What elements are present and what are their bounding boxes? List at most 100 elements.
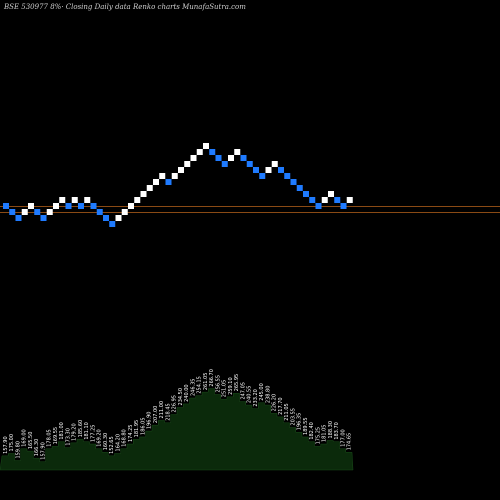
price-label: 165.50 [28,432,34,450]
price-label: 173.30 [66,428,72,446]
price-label: 188.30 [328,421,334,439]
up-brick [146,185,153,191]
down-brick [340,203,347,209]
up-brick [228,155,234,161]
volume-area-path [0,388,354,471]
down-brick [296,185,303,191]
price-label: 196.90 [147,412,153,430]
up-brick [84,197,91,203]
up-brick [46,209,53,215]
up-brick [115,215,122,221]
price-label: 233.20 [253,389,259,407]
up-brick [203,143,209,149]
price-label: 265.95 [234,374,240,392]
price-label: 175.25 [316,427,322,445]
up-brick [265,167,272,173]
price-label: 254.15 [197,376,203,394]
down-brick [253,167,259,173]
price-label: 178.05 [47,429,53,447]
price-label: 157.90 [41,442,47,460]
chart-title: BSE 530977 8%· Closing Daily data Renko … [4,3,246,11]
price-label: 174.65 [347,433,353,451]
price-label: 186.05 [141,417,147,435]
price-label: 181.95 [134,420,140,438]
price-label: 226.95 [172,395,178,413]
up-brick [346,197,353,203]
reference-lines [0,206,500,213]
price-label: 174.25 [128,425,134,443]
price-label: 175.00 [9,434,15,452]
up-brick [128,203,134,209]
up-brick [71,197,78,203]
up-brick [328,191,334,197]
price-label: 203.55 [291,408,297,426]
price-label: 183.70 [334,422,340,440]
price-label: 152.65 [109,436,115,454]
price-label: 256.55 [216,375,222,393]
price-label: 181.00 [59,422,65,440]
down-brick [165,179,172,185]
up-brick [21,209,28,215]
price-label: 259.10 [228,377,234,395]
up-brick [234,149,241,155]
up-brick [53,203,59,209]
down-brick [3,203,9,209]
up-brick [159,173,166,179]
down-brick [78,203,84,209]
price-label: 169.55 [53,427,59,445]
up-brick [28,203,34,209]
down-brick [315,203,322,209]
price-label: 240.55 [247,386,253,404]
down-brick [15,215,22,221]
up-brick [321,197,328,203]
down-brick [259,173,266,179]
price-label: 179.20 [72,423,78,441]
price-label: 226.20 [272,394,278,412]
up-brick [178,167,184,173]
up-brick [171,173,178,179]
price-label: 251.05 [222,380,228,398]
price-label: 246.35 [191,379,197,397]
down-brick [65,203,72,209]
price-label: 234.50 [178,388,184,406]
price-label: 168.80 [122,429,128,447]
down-brick [9,209,16,215]
price-label: 245.00 [259,383,265,401]
up-brick [271,161,278,167]
down-brick [334,197,341,203]
price-label: 181.05 [322,425,328,443]
down-brick [209,149,216,155]
price-label: 196.35 [297,413,303,431]
price-label: 185.60 [78,420,84,438]
price-label: 182.40 [309,422,315,440]
down-brick [103,215,109,221]
price-label: 261.05 [203,373,209,391]
price-label: 169.20 [97,429,103,447]
price-label: 218.45 [166,403,172,421]
down-brick [40,215,47,221]
up-brick [121,209,128,215]
price-label: 164.20 [116,434,122,452]
price-label: 211.00 [159,401,165,419]
price-label: 217.70 [278,397,284,415]
price-label: 266.70 [209,369,215,387]
down-brick [34,209,41,215]
price-label: 177.00 [341,429,347,447]
price-label: 189.55 [303,417,309,435]
up-brick [190,155,197,161]
volume-area [0,388,354,471]
price-label: 177.25 [91,425,97,443]
down-brick [246,161,253,167]
down-brick [90,203,97,209]
up-brick [184,161,191,167]
down-brick [96,209,103,215]
price-label: 166.30 [34,439,40,457]
down-brick [290,179,297,185]
down-brick [221,161,228,167]
up-brick [196,149,203,155]
up-brick [134,197,141,203]
up-brick [59,197,66,203]
price-label: 240.00 [184,384,190,402]
